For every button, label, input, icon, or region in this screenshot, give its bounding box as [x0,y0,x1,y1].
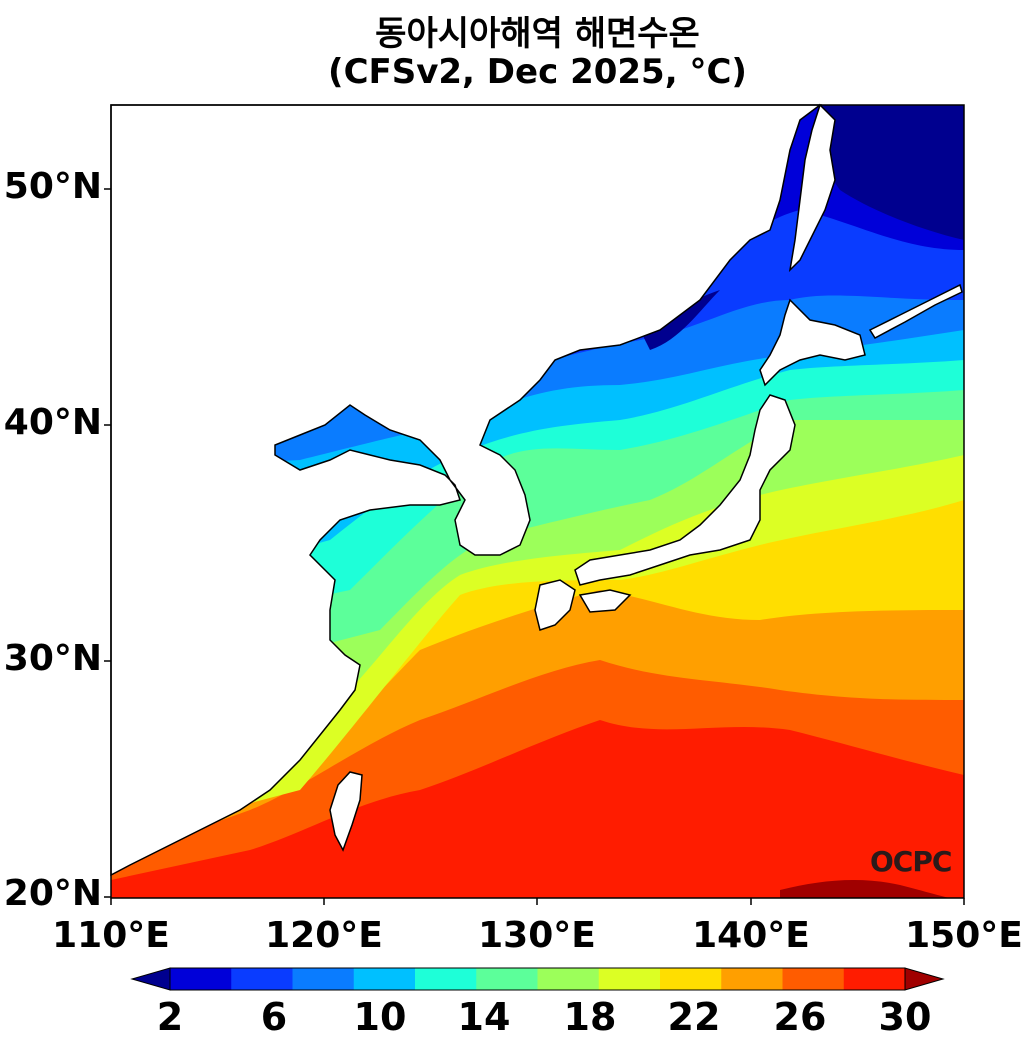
japan-honshu [574,394,796,586]
kuril-islands [868,283,963,339]
map-title: 동아시아해역 해면수온 [375,14,700,54]
colorbar [130,967,945,991]
colorbar-swatch [353,968,416,990]
colorbar-swatch [476,968,538,990]
ocpc-watermark: OCPC [870,845,952,878]
axis-ticks [104,188,965,905]
sakhalin [788,103,836,273]
colorbar-swatch [721,968,783,990]
colorbar-swatch [598,968,661,990]
colorbar-swatch [292,968,355,990]
colorbar-label: 6 [260,995,288,1039]
japan-hokkaido [759,298,866,387]
y-tick-label: 30°N [3,638,102,679]
japan-kyushu [534,579,576,631]
colorbar-label: 30 [878,995,932,1039]
y-tick-label: 50°N [3,166,102,207]
colorbar-extend-max [904,967,945,991]
colorbar-swatch [782,968,845,990]
colorbar-extend-min [130,967,171,991]
colorbar-label: 26 [773,995,827,1039]
continent-landmass [110,104,823,877]
x-tick-label: 110°E [52,915,170,956]
colorbar-label: 22 [667,995,721,1039]
colorbar-swatch [537,968,600,990]
y-tick-label: 20°N [3,873,102,914]
colorbar-label: 2 [156,995,184,1039]
colorbar-swatch [843,968,906,990]
colorbar-frame [169,967,906,991]
colorbar-label: 14 [457,995,511,1039]
japan-shikoku [578,589,632,613]
x-tick-label: 140°E [692,915,810,956]
x-tick-label: 130°E [478,915,596,956]
taiwan [329,771,363,852]
colorbar-swatch [231,968,293,990]
x-tick-label: 150°E [905,915,1023,956]
colorbar-swatch [415,968,477,990]
colorbar-swatch [170,968,232,990]
y-tick-label: 40°N [3,402,102,443]
colorbar-label: 18 [563,995,617,1039]
land [110,103,963,877]
x-tick-label: 120°E [265,915,383,956]
colorbar-swatch [660,968,722,990]
colorbar-label: 10 [353,995,407,1039]
map-subtitle: (CFSv2, Dec 2025, °C) [328,52,747,92]
